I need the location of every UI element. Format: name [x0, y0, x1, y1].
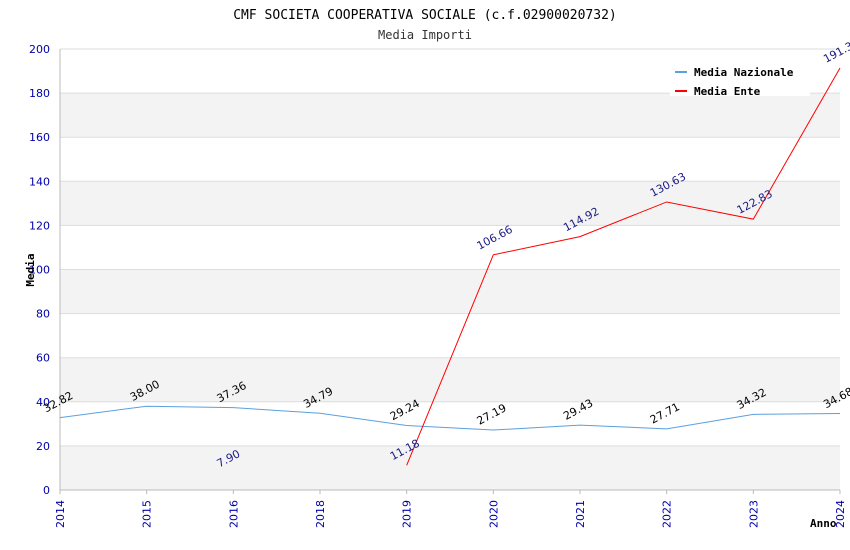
x-tick-label: 2022	[661, 500, 674, 528]
y-tick-label: 140	[29, 175, 50, 188]
plot-band	[60, 313, 840, 358]
y-tick-label: 60	[36, 352, 50, 365]
y-tick-label: 80	[36, 308, 50, 321]
plot-band	[60, 445, 840, 490]
x-tick-label: 2019	[401, 500, 414, 528]
series-line	[406, 67, 841, 466]
x-tick-label: 2021	[574, 500, 587, 528]
y-tick-label: 160	[29, 131, 50, 144]
x-tick-label: 2016	[227, 500, 240, 528]
legend-label: Media Nazionale	[694, 66, 794, 79]
plot-band	[60, 401, 840, 446]
series-line	[59, 405, 841, 431]
y-tick-label: 100	[29, 264, 50, 277]
x-tick-labels: 2014 2015 2016 2018 2019 2020 2021 2022 2023 2024	[54, 490, 847, 528]
plot-bands	[60, 49, 840, 490]
plot-band	[60, 93, 840, 138]
x-tick-label: 2024	[834, 500, 847, 528]
x-tick-label: 2018	[314, 500, 327, 528]
legend-label: Media Ente	[694, 85, 761, 98]
x-tick-label: 2014	[54, 500, 67, 528]
y-axis-label: Media	[24, 253, 37, 286]
y-tick-label: 120	[29, 219, 50, 232]
y-tick-label: 20	[36, 440, 50, 453]
y-tick-label: 40	[36, 396, 50, 409]
plot-band	[60, 137, 840, 182]
data-label: 191.37	[821, 36, 850, 66]
y-tick-labels: 0 20 40 60 80 100 120 140 160 180 200	[29, 43, 50, 497]
chart-title: CMF SOCIETA COOPERATIVA SOCIALE (c.f.029…	[233, 8, 617, 23]
x-tick-label: 2023	[747, 500, 760, 528]
y-tick-label: 180	[29, 87, 50, 100]
plot-band	[60, 357, 840, 402]
chart-subtitle: Media Importi	[378, 28, 472, 42]
y-tick-label: 0	[43, 484, 50, 497]
legend-box	[670, 60, 810, 96]
x-axis-label: Anno	[810, 517, 837, 530]
x-tick-label: 2020	[487, 500, 500, 528]
plot-band	[60, 269, 840, 314]
series-lines	[59, 67, 841, 466]
plot-band	[60, 181, 840, 226]
legend: Media Nazionale Media Ente	[670, 60, 810, 98]
x-tick-label: 2015	[141, 500, 154, 528]
axes	[59, 49, 840, 491]
y-tick-label: 200	[29, 43, 50, 56]
plot-band	[60, 225, 840, 270]
